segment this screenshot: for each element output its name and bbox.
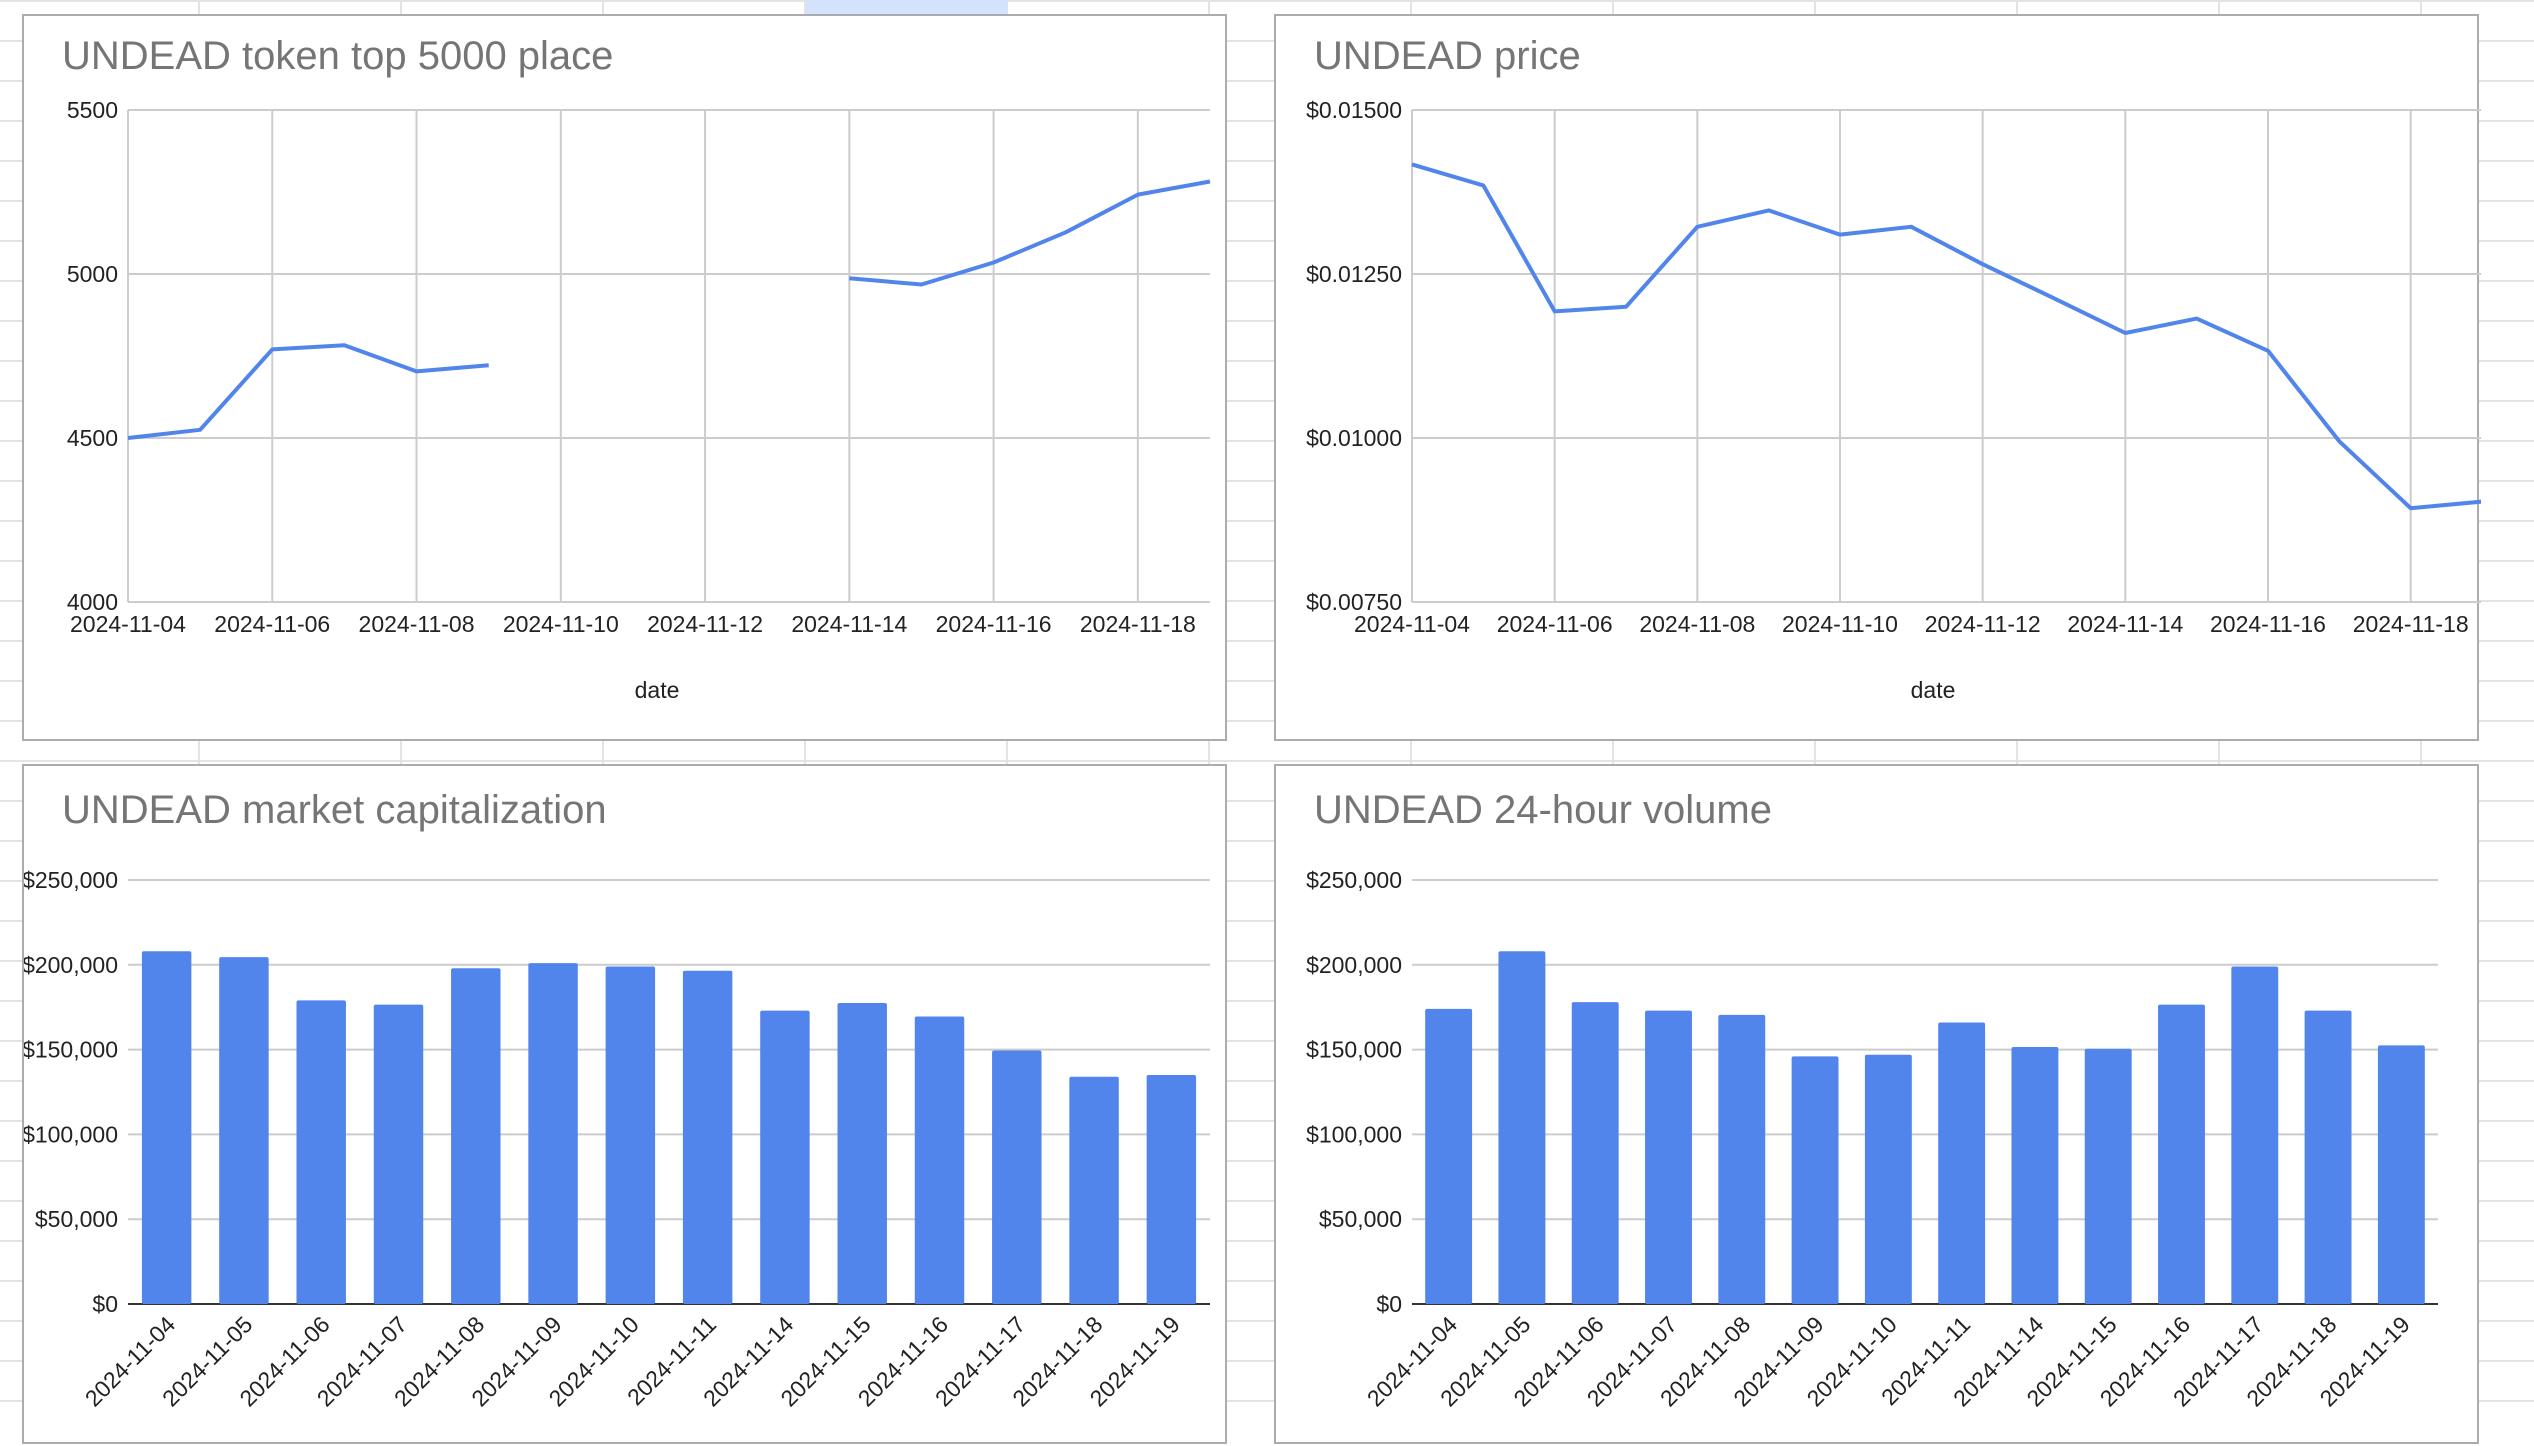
x-tick-label: 2024-11-12 — [1925, 611, 2041, 637]
bar — [373, 1004, 424, 1304]
y-tick-label: 5500 — [67, 97, 118, 123]
bar — [760, 1010, 810, 1304]
bar — [837, 1002, 887, 1304]
y-tick-label: $250,000 — [1306, 867, 1402, 893]
y-tick-label: $0 — [92, 1291, 118, 1317]
y-tick-label: $0.01500 — [1306, 97, 1402, 123]
bar — [451, 968, 501, 1304]
bar — [2304, 1010, 2352, 1304]
bar — [1938, 1022, 1986, 1304]
chart-price: UNDEAD price $0.00750 $0.01000 $0.01250 $0.… — [1306, 34, 2481, 703]
x-tick-label: 2024-11-18 — [1080, 611, 1196, 637]
series-line — [127, 343, 489, 440]
bar — [141, 951, 192, 1304]
bar — [992, 1050, 1042, 1304]
x-axis-title: date — [1911, 677, 1956, 703]
bar — [528, 963, 578, 1304]
bar — [1498, 951, 1546, 1304]
x-tick-label: 2024-11-14 — [791, 611, 907, 637]
bar — [296, 1000, 346, 1304]
bar — [2158, 1004, 2205, 1304]
bar — [914, 1016, 965, 1304]
bar — [1718, 1014, 1766, 1304]
y-tick-label: $250,000 — [24, 867, 118, 893]
chart-panel-rank[interactable]: UNDEAD token top 5000 place 4000 4500 5000… — [22, 14, 1227, 741]
bar — [1791, 1056, 1839, 1304]
x-tick-label: 2024-11-08 — [1639, 611, 1755, 637]
y-tick-label: $0 — [1376, 1291, 1402, 1317]
y-tick-label: $100,000 — [1306, 1121, 1402, 1147]
bar — [1571, 1002, 1619, 1304]
x-tick-label: 2024-11-14 — [2067, 611, 2183, 637]
bar — [1425, 1008, 1473, 1304]
chart-panel-market-cap[interactable]: UNDEAD market capitalization $0 $50,000 $1… — [22, 764, 1227, 1444]
bar — [682, 970, 733, 1304]
y-tick-label: $150,000 — [1306, 1037, 1402, 1063]
chart-panel-price[interactable]: UNDEAD price $0.00750 $0.01000 $0.01250 $0.… — [1274, 14, 2481, 741]
y-tick-label: $200,000 — [24, 952, 118, 978]
y-tick-label: $50,000 — [35, 1206, 118, 1232]
bar — [1864, 1054, 1912, 1304]
bar — [2377, 1045, 2425, 1304]
x-axis-title: date — [635, 677, 680, 703]
chart-title: UNDEAD price — [1314, 34, 1581, 78]
y-tick-label: $100,000 — [24, 1121, 118, 1147]
x-tick-label: 2024-11-06 — [214, 611, 330, 637]
bar — [1645, 1010, 1692, 1304]
bar — [2084, 1048, 2132, 1304]
x-tick-label: 2024-11-04 — [1354, 611, 1470, 637]
x-tick-label: 2024-11-16 — [2210, 611, 2326, 637]
chart-panel-volume[interactable]: UNDEAD 24-hour volume $0 $50,000 $100,000 $… — [1274, 764, 2479, 1444]
chart-title: UNDEAD token top 5000 place — [62, 34, 613, 78]
y-tick-label: 5000 — [67, 261, 118, 287]
bar — [2011, 1047, 2059, 1304]
y-tick-label: $0.01000 — [1306, 425, 1402, 451]
chart-rank: UNDEAD token top 5000 place 4000 4500 5000… — [62, 34, 1211, 703]
y-tick-label: $0.00750 — [1306, 589, 1402, 615]
y-tick-label: 4000 — [67, 589, 118, 615]
chart-market-cap: UNDEAD market capitalization $0 $50,000 $1… — [24, 788, 1210, 1412]
x-tick-label: 2024-11-06 — [1497, 611, 1613, 637]
bar — [1146, 1075, 1197, 1304]
x-tick-label: 2024-11-10 — [1782, 611, 1898, 637]
bar — [2231, 966, 2279, 1304]
y-tick-label: $0.01250 — [1306, 261, 1402, 287]
bar — [605, 966, 656, 1304]
bar — [219, 957, 269, 1304]
chart-title: UNDEAD 24-hour volume — [1314, 788, 1772, 832]
y-tick-label: 4500 — [67, 425, 118, 451]
x-tick-label: 2024-11-08 — [359, 611, 475, 637]
y-tick-label: $150,000 — [24, 1037, 118, 1063]
x-tick-label: 2024-11-04 — [70, 611, 186, 637]
series-line — [849, 179, 1211, 287]
series-line — [1411, 162, 2481, 511]
bar — [1069, 1076, 1119, 1304]
y-tick-label: $200,000 — [1306, 952, 1402, 978]
x-tick-label: 2024-11-16 — [936, 611, 1052, 637]
y-tick-label: $50,000 — [1319, 1206, 1402, 1232]
chart-volume: UNDEAD 24-hour volume $0 $50,000 $100,000 $… — [1306, 788, 2438, 1412]
chart-title: UNDEAD market capitalization — [62, 788, 607, 832]
x-tick-label: 2024-11-18 — [2353, 611, 2469, 637]
x-tick-label: 2024-11-10 — [503, 611, 619, 637]
x-tick-label: 2024-11-12 — [647, 611, 763, 637]
